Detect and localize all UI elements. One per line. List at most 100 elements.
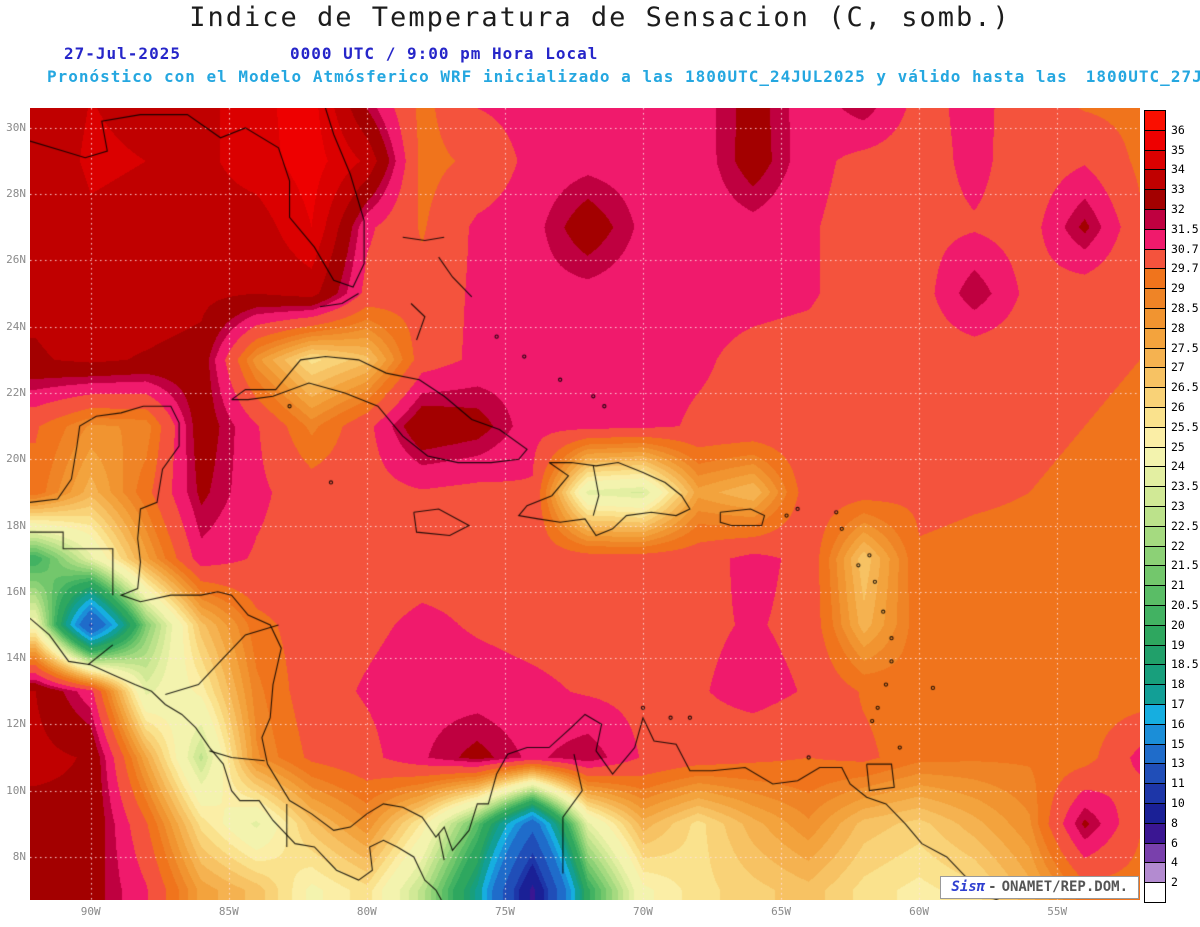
colorbar-cell (1144, 565, 1166, 587)
lat-label: 30N (6, 120, 26, 134)
model-init-text: Pronóstico con el Modelo Atmósferico WRF… (47, 67, 1068, 86)
colorbar-cell (1144, 644, 1166, 666)
colorbar-label: 29.7 (1171, 261, 1199, 276)
model-valid-until: 1800UTC_27JUL2025 (1085, 67, 1200, 86)
colorbar-label: 35 (1171, 142, 1185, 157)
colorbar-label: 33 (1171, 182, 1185, 197)
lat-label: 24N (6, 319, 26, 333)
colorbar-cell (1144, 624, 1166, 646)
lat-label: 16N (6, 584, 26, 598)
lat-label: 10N (6, 783, 26, 797)
colorbar-label: 28.5 (1171, 301, 1199, 315)
colorbar-label: 25.5 (1171, 419, 1199, 434)
colorbar-label: 6 (1171, 835, 1178, 850)
colorbar-label: 27 (1171, 360, 1185, 375)
colorbar-cell (1144, 803, 1166, 824)
lon-label: 70W (633, 905, 653, 918)
colorbar-label: 16 (1171, 716, 1185, 731)
colorbar-label: 29 (1171, 281, 1185, 296)
colorbar-label: 20 (1171, 617, 1185, 632)
colorbar-cell (1144, 743, 1166, 765)
colorbar-label: 11 (1171, 776, 1185, 791)
colorbar-cell (1144, 862, 1166, 884)
lon-label: 60W (909, 905, 930, 918)
colorbar-label: 27.5 (1171, 340, 1199, 355)
colorbar-cell (1144, 248, 1166, 270)
colorbar-label: 23 (1171, 499, 1185, 513)
colorbar-label: 22 (1171, 538, 1185, 553)
colorbar-cell (1144, 387, 1166, 408)
attribution-separator: - (988, 879, 997, 895)
colorbar-cell (1144, 684, 1166, 705)
lon-label: 65W (771, 905, 791, 918)
colorbar-label: 8 (1171, 815, 1178, 830)
lon-label: 90W (80, 905, 101, 918)
colorbar-label: 30.7 (1171, 241, 1199, 256)
lat-label: 22N (6, 385, 26, 399)
map-region: Sisπ - ONAMET/REP.DOM. (30, 108, 1140, 900)
lat-label: 26N (6, 253, 26, 267)
colorbar-label: 26 (1171, 400, 1185, 414)
colorbar-cell (1144, 822, 1166, 844)
colorbar-cell (1144, 169, 1166, 191)
onamet-credit: ONAMET/REP.DOM. (1001, 879, 1128, 895)
colorbar-cell (1144, 585, 1166, 606)
colorbar-cell (1144, 704, 1166, 725)
colorbar-cell (1144, 882, 1166, 903)
colorbar-label: 19 (1171, 637, 1185, 652)
colorbar-label: 10 (1171, 796, 1185, 810)
colorbar-cell (1144, 347, 1166, 369)
colorbar-cell (1144, 506, 1166, 527)
model-init-line: Pronóstico con el Modelo Atmósferico WRF… (47, 67, 1200, 86)
colorbar-cell (1144, 525, 1166, 547)
colorbar-cell (1144, 842, 1166, 864)
colorbar-cell (1144, 426, 1166, 448)
lat-label: 14N (6, 651, 26, 665)
colorbar-label: 18 (1171, 677, 1185, 692)
colorbar-label: 34 (1171, 162, 1185, 177)
colorbar-cell (1144, 149, 1166, 171)
colorbar-cell (1144, 110, 1166, 131)
colorbar-label: 25 (1171, 439, 1185, 454)
colorbar-label: 26.5 (1171, 380, 1199, 395)
colorbar-label: 21.5 (1171, 558, 1199, 573)
colorbar-label: 13 (1171, 756, 1185, 771)
colorbar-label: 18.5 (1171, 657, 1199, 672)
lon-label: 85W (218, 905, 239, 918)
colorbar-cell (1144, 486, 1166, 507)
colorbar-label: 31.5 (1171, 221, 1199, 236)
colorbar-cell (1144, 664, 1166, 686)
valid-date: 27-Jul-2025 (64, 44, 181, 63)
colorbar-cell (1144, 308, 1166, 329)
colorbar-cell (1144, 545, 1166, 567)
colorbar-cell (1144, 723, 1166, 745)
colorbar-cell (1144, 367, 1166, 389)
colorbar-label: 22.5 (1171, 518, 1199, 533)
lat-label: 28N (6, 187, 26, 201)
colorbar-cell (1144, 327, 1166, 349)
map-title: Indice de Temperatura de Sensacion (C, s… (189, 2, 1011, 33)
colorbar-cell (1144, 446, 1166, 468)
colorbar-cell (1144, 783, 1166, 804)
colorbar-label: 32 (1171, 202, 1185, 216)
lat-label: 8N (12, 849, 26, 863)
colorbar-cell (1144, 763, 1166, 785)
lon-label: 55W (1047, 905, 1068, 918)
colorbar-cell (1144, 605, 1166, 626)
colorbar-label: 4 (1171, 855, 1178, 870)
colorbar-cell (1144, 209, 1166, 230)
colorbar-cell (1144, 407, 1166, 428)
colorbar-cell (1144, 466, 1166, 488)
lon-label: 80W (356, 905, 377, 918)
colorbar-label: 17 (1171, 697, 1185, 711)
lon-label: 75W (494, 905, 515, 918)
colorbar-label: 24 (1171, 459, 1185, 474)
lat-label: 18N (6, 518, 26, 532)
colorbar-label: 2 (1171, 875, 1178, 890)
colorbar-cell (1144, 288, 1166, 309)
attribution-badge: Sisπ - ONAMET/REP.DOM. (940, 876, 1139, 899)
colorbar-label: 28 (1171, 320, 1185, 335)
colorbar-label: 21 (1171, 578, 1185, 593)
valid-time: 0000 UTC / 9:00 pm Hora Local (290, 44, 599, 63)
